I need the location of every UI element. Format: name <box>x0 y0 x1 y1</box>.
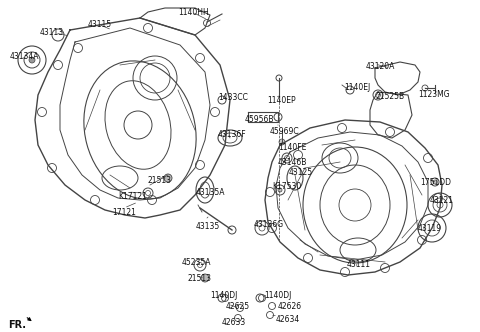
Text: 43120A: 43120A <box>366 62 396 71</box>
Text: 43136G: 43136G <box>254 220 284 229</box>
Text: 43111: 43111 <box>347 260 371 269</box>
Text: 21513: 21513 <box>148 176 172 185</box>
Circle shape <box>29 57 35 63</box>
Circle shape <box>433 180 437 184</box>
Text: 1140FE: 1140FE <box>278 143 306 152</box>
Text: 42626: 42626 <box>278 302 302 311</box>
Text: 1140HH: 1140HH <box>178 8 209 17</box>
Text: 17121: 17121 <box>112 208 136 217</box>
Text: 43115: 43115 <box>88 20 112 29</box>
Text: K17530: K17530 <box>272 182 301 191</box>
Text: 43136F: 43136F <box>218 130 247 139</box>
Text: 1433CC: 1433CC <box>218 93 248 102</box>
Circle shape <box>164 174 172 182</box>
Circle shape <box>279 139 285 145</box>
Text: 43146B: 43146B <box>278 158 307 167</box>
Text: 45235A: 45235A <box>182 258 212 267</box>
Text: 43113: 43113 <box>40 28 64 37</box>
Text: 43134A: 43134A <box>10 52 39 61</box>
Text: 43121: 43121 <box>430 196 454 205</box>
Circle shape <box>201 274 209 282</box>
Text: 43135: 43135 <box>196 222 220 231</box>
Text: 1140DJ: 1140DJ <box>210 291 238 300</box>
Circle shape <box>278 188 282 192</box>
Text: 42633: 42633 <box>222 318 246 327</box>
Text: 1751DD: 1751DD <box>420 178 451 187</box>
Text: 43135A: 43135A <box>196 188 226 197</box>
Text: 1140DJ: 1140DJ <box>264 291 291 300</box>
Text: FR.: FR. <box>8 320 26 330</box>
Text: 43125: 43125 <box>289 168 313 177</box>
Text: 1140EJ: 1140EJ <box>344 83 370 92</box>
Text: 45956B: 45956B <box>245 115 275 124</box>
Text: 21513: 21513 <box>188 274 212 283</box>
Text: 1140EP: 1140EP <box>267 96 296 105</box>
Text: 45969C: 45969C <box>270 127 300 136</box>
Text: 42634: 42634 <box>276 315 300 324</box>
Text: K17121: K17121 <box>118 192 147 201</box>
Text: 43119: 43119 <box>418 224 442 233</box>
Text: 21525B: 21525B <box>375 92 404 101</box>
Text: 42625: 42625 <box>226 302 250 311</box>
Text: 1123MG: 1123MG <box>418 90 450 99</box>
